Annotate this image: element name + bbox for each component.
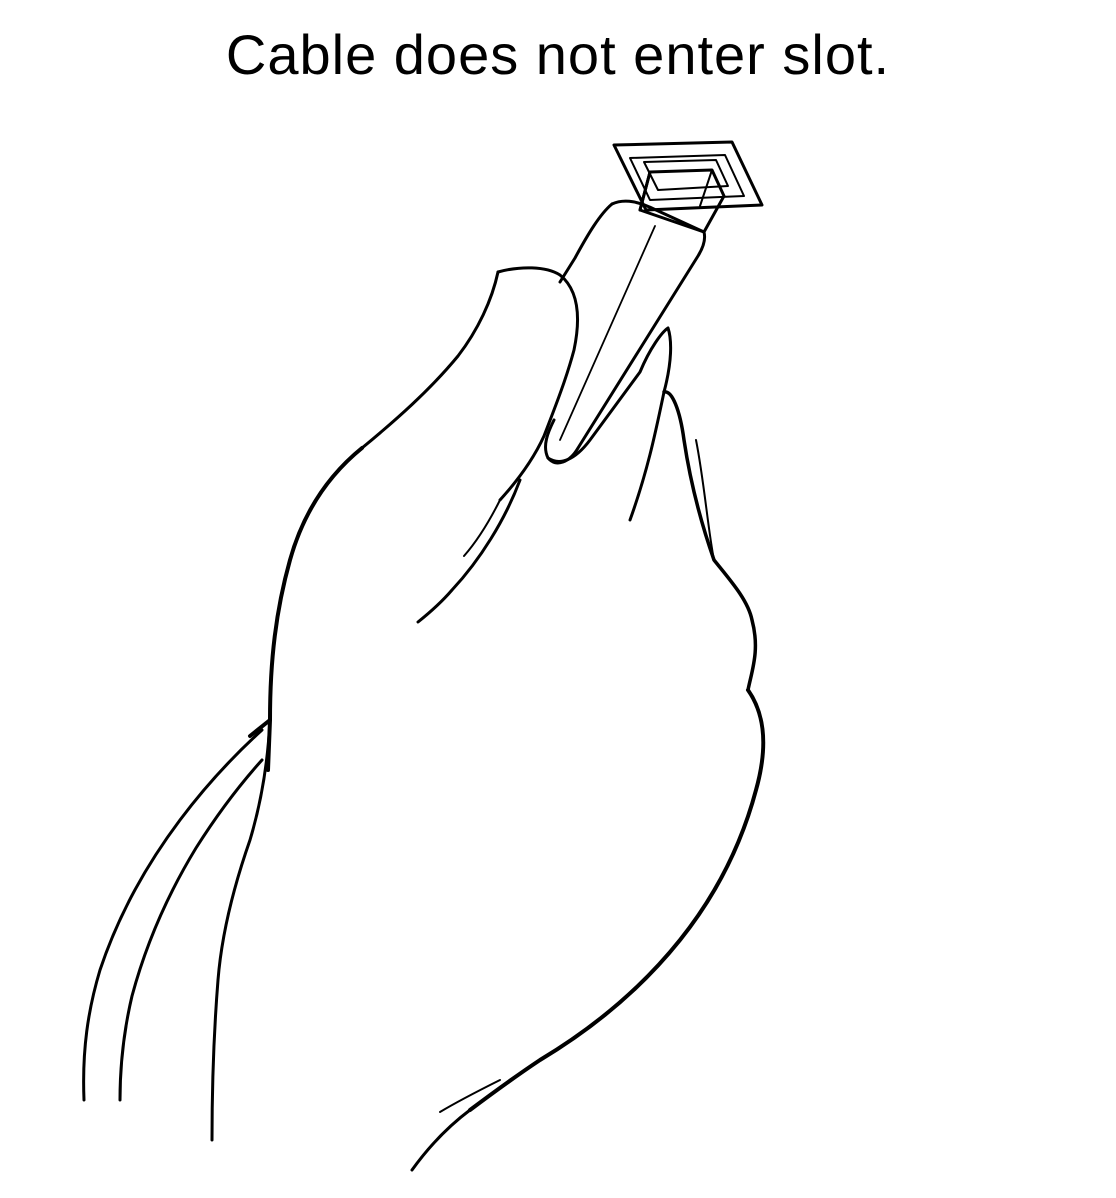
hand-icon bbox=[82, 266, 766, 1172]
caption-title: Cable does not enter slot. bbox=[225, 23, 891, 86]
cable-plug-icon bbox=[544, 168, 726, 465]
slot-port-icon bbox=[612, 140, 764, 212]
